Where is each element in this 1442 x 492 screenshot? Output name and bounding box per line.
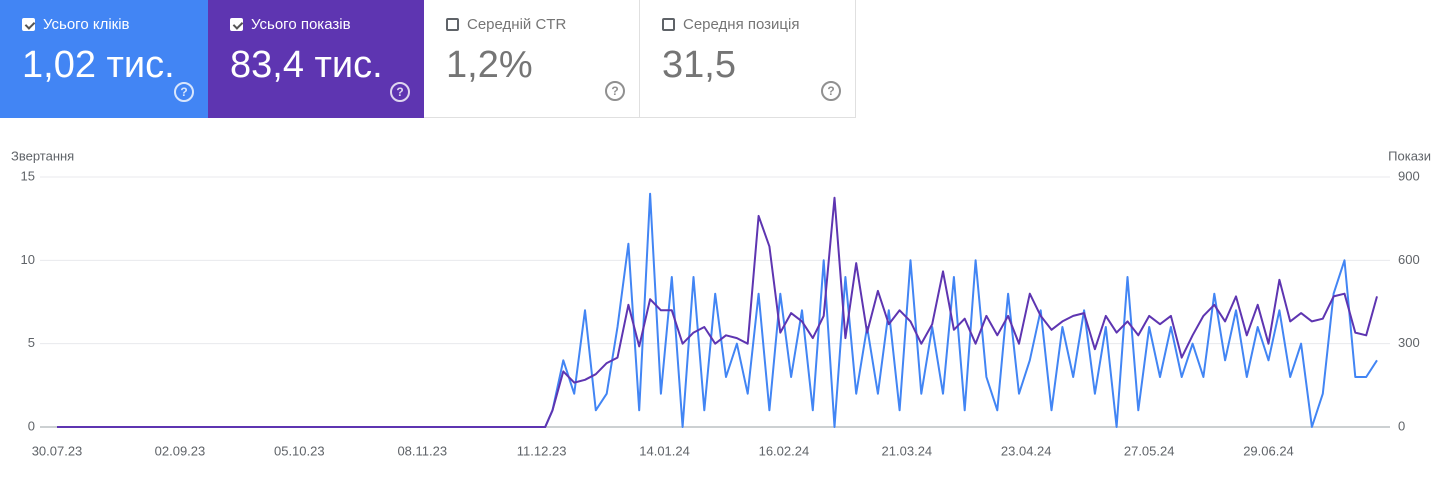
metric-card[interactable]: Усього кліків 1,02 тис. ? (0, 0, 208, 118)
metric-value: 1,2% (446, 44, 533, 86)
metric-cards: Усього кліків 1,02 тис. ? Усього показів… (0, 0, 856, 118)
x-tick-label: 16.02.24 (759, 443, 810, 458)
metric-card[interactable]: Середня позиція 31,5 ? (640, 0, 856, 118)
help-icon[interactable]: ? (821, 81, 841, 101)
x-tick-label: 02.09.23 (155, 443, 206, 458)
y2-tick-label: 300 (1398, 335, 1420, 350)
metric-label-text: Усього показів (251, 16, 351, 33)
x-tick-label: 29.06.24 (1243, 443, 1294, 458)
x-tick-label: 05.10.23 (274, 443, 325, 458)
x-tick-label: 21.03.24 (882, 443, 933, 458)
y-tick-label: 15 (21, 168, 35, 183)
metric-label-text: Середня позиція (683, 16, 800, 33)
help-icon[interactable]: ? (390, 82, 410, 102)
metric-value: 83,4 тис. (230, 44, 383, 86)
metric-value: 31,5 (662, 44, 736, 86)
y2-tick-label: 0 (1398, 418, 1405, 433)
series-line (57, 192, 1378, 428)
metric-card[interactable]: Середній CTR 1,2% ? (424, 0, 640, 118)
x-tick-label: 30.07.23 (32, 443, 83, 458)
x-tick-label: 11.12.23 (517, 443, 567, 458)
x-tick-label: 27.05.24 (1124, 443, 1175, 458)
metric-label: Усього кліків (22, 16, 130, 33)
y2-axis-title: Покази (1388, 148, 1431, 163)
x-tick-label: 23.04.24 (1001, 443, 1052, 458)
y-tick-label: 5 (28, 335, 35, 350)
x-tick-label: 14.01.24 (639, 443, 690, 458)
y-axis-title: Звертання (11, 148, 74, 163)
help-icon[interactable]: ? (174, 82, 194, 102)
y-tick-label: 10 (21, 252, 35, 267)
series-line (57, 196, 1378, 428)
help-icon[interactable]: ? (605, 81, 625, 101)
metric-label: Усього показів (230, 16, 351, 33)
metric-label-text: Середній CTR (467, 16, 567, 33)
y-tick-label: 0 (28, 418, 35, 433)
metric-label-text: Усього кліків (43, 16, 130, 33)
metric-label: Середня позиція (662, 16, 799, 33)
metric-value: 1,02 тис. (22, 44, 175, 86)
x-tick-label: 08.11.23 (397, 443, 447, 458)
y2-tick-label: 900 (1398, 168, 1420, 183)
metric-card[interactable]: Усього показів 83,4 тис. ? (208, 0, 424, 118)
metric-label: Середній CTR (446, 16, 566, 33)
y2-tick-label: 600 (1398, 252, 1420, 267)
chart: Звертання Покази 0 5 10 15 0 300 600 900 30.07.2… (11, 148, 1431, 458)
